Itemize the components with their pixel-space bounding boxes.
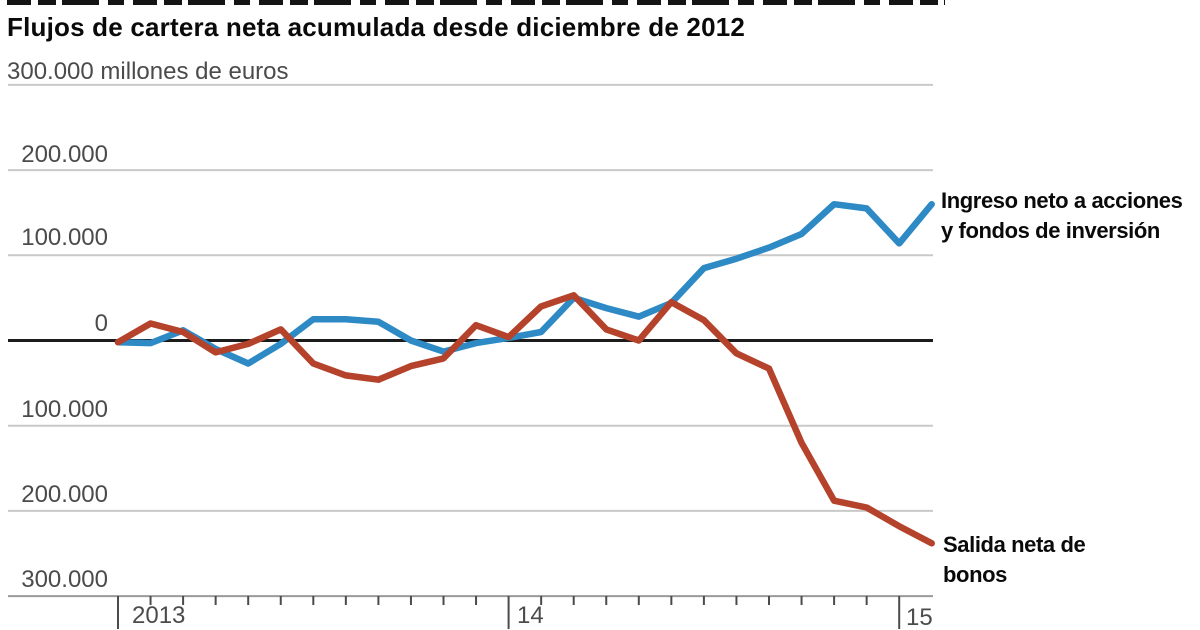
legend-equities-label: Ingreso neto a acciones y fondos de inve…: [941, 186, 1183, 246]
y-tick-label-100000-pos: 100.000: [21, 224, 108, 251]
y-tick-label-200000-neg: 200.000: [21, 481, 108, 508]
y-tick-label-100000-neg: 100.000: [21, 396, 108, 423]
y-tick-label-zero: 0: [94, 310, 108, 337]
equities-line: [114, 200, 935, 367]
cropped-headline-remnant: [7, 0, 945, 5]
y-tick-label-300000-neg: 300.000: [21, 566, 108, 593]
legend-bonds-label: Salida neta de bonos: [943, 530, 1086, 590]
x-tick-label-15: 15: [906, 604, 933, 630]
x-tick-label-14: 14: [517, 602, 544, 629]
chart-title: Flujos de cartera neta acumulada desde d…: [7, 12, 746, 42]
legend-equities-line1: Ingreso neto a acciones: [941, 188, 1183, 213]
bonds-line: [114, 292, 935, 547]
x-tick-label-2013: 2013: [132, 602, 186, 629]
legend-bonds-line2: bonos: [943, 562, 1007, 587]
legend-bonds-line1: Salida neta de: [943, 532, 1086, 557]
y-tick-label-200000-pos: 200.000: [21, 141, 108, 168]
legend-equities-line2: y fondos de inversión: [941, 218, 1160, 243]
y-axis-units-label: 300.000 millones de euros: [7, 58, 289, 85]
